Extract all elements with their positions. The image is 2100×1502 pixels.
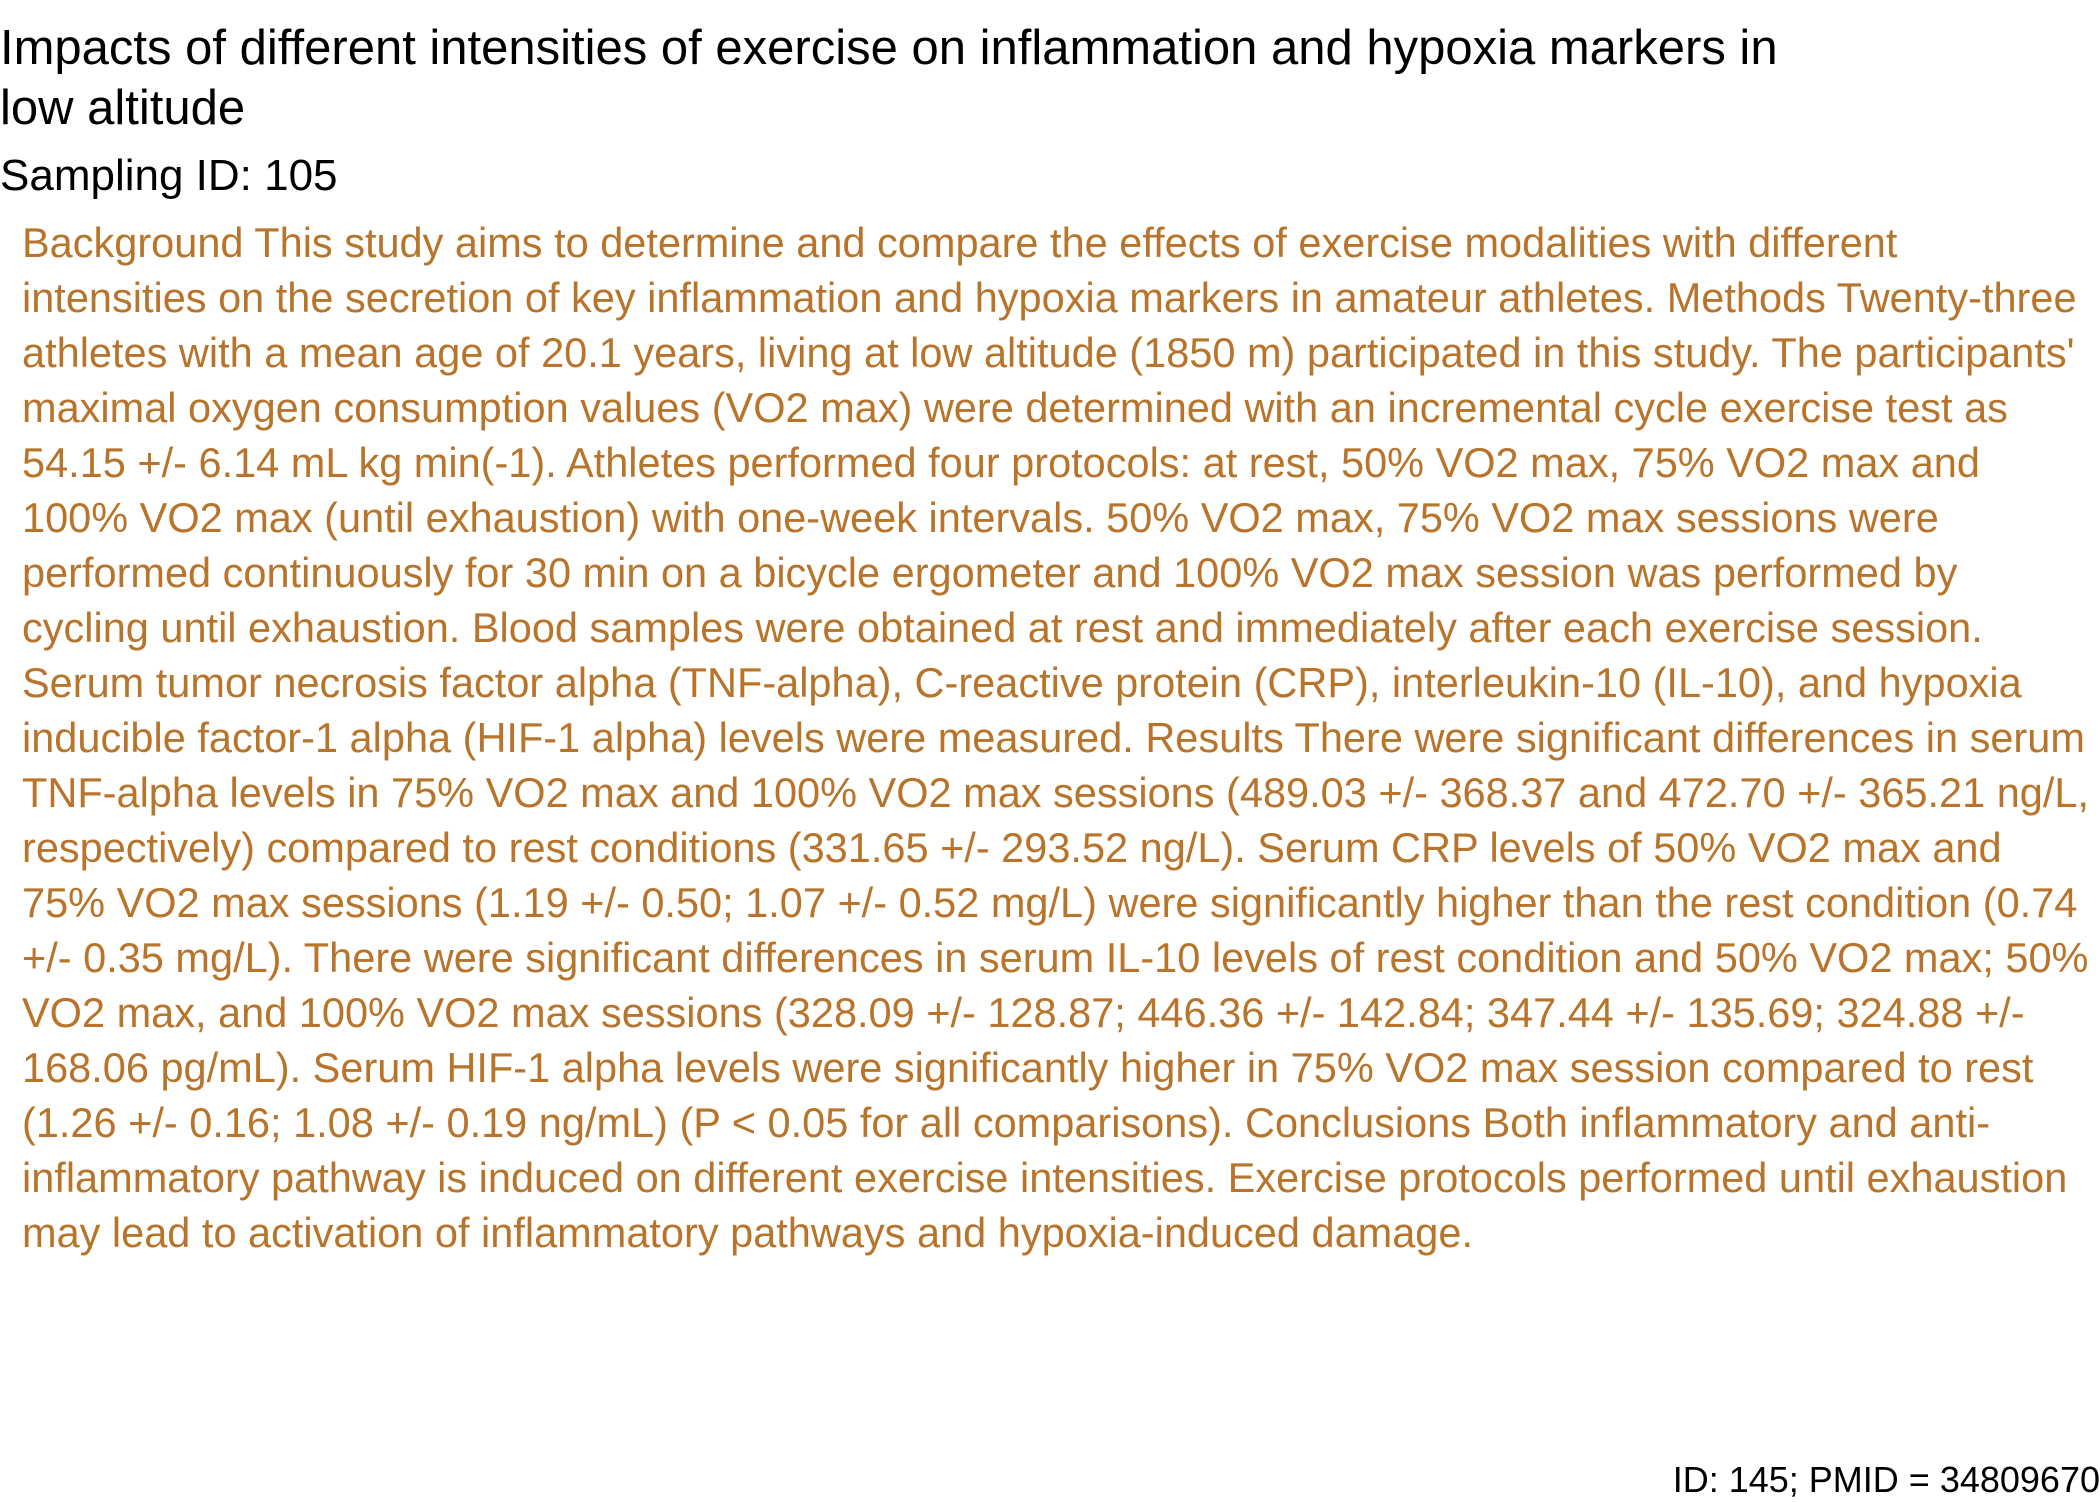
sampling-id: Sampling ID: 105 <box>0 151 338 200</box>
abstract-text: Background This study aims to determine … <box>22 219 2090 1256</box>
document-title: Impacts of different intensities of exer… <box>0 21 1778 135</box>
footer-id-pmid: ID: 145; PMID = 34809670 <box>1672 1459 2100 1500</box>
